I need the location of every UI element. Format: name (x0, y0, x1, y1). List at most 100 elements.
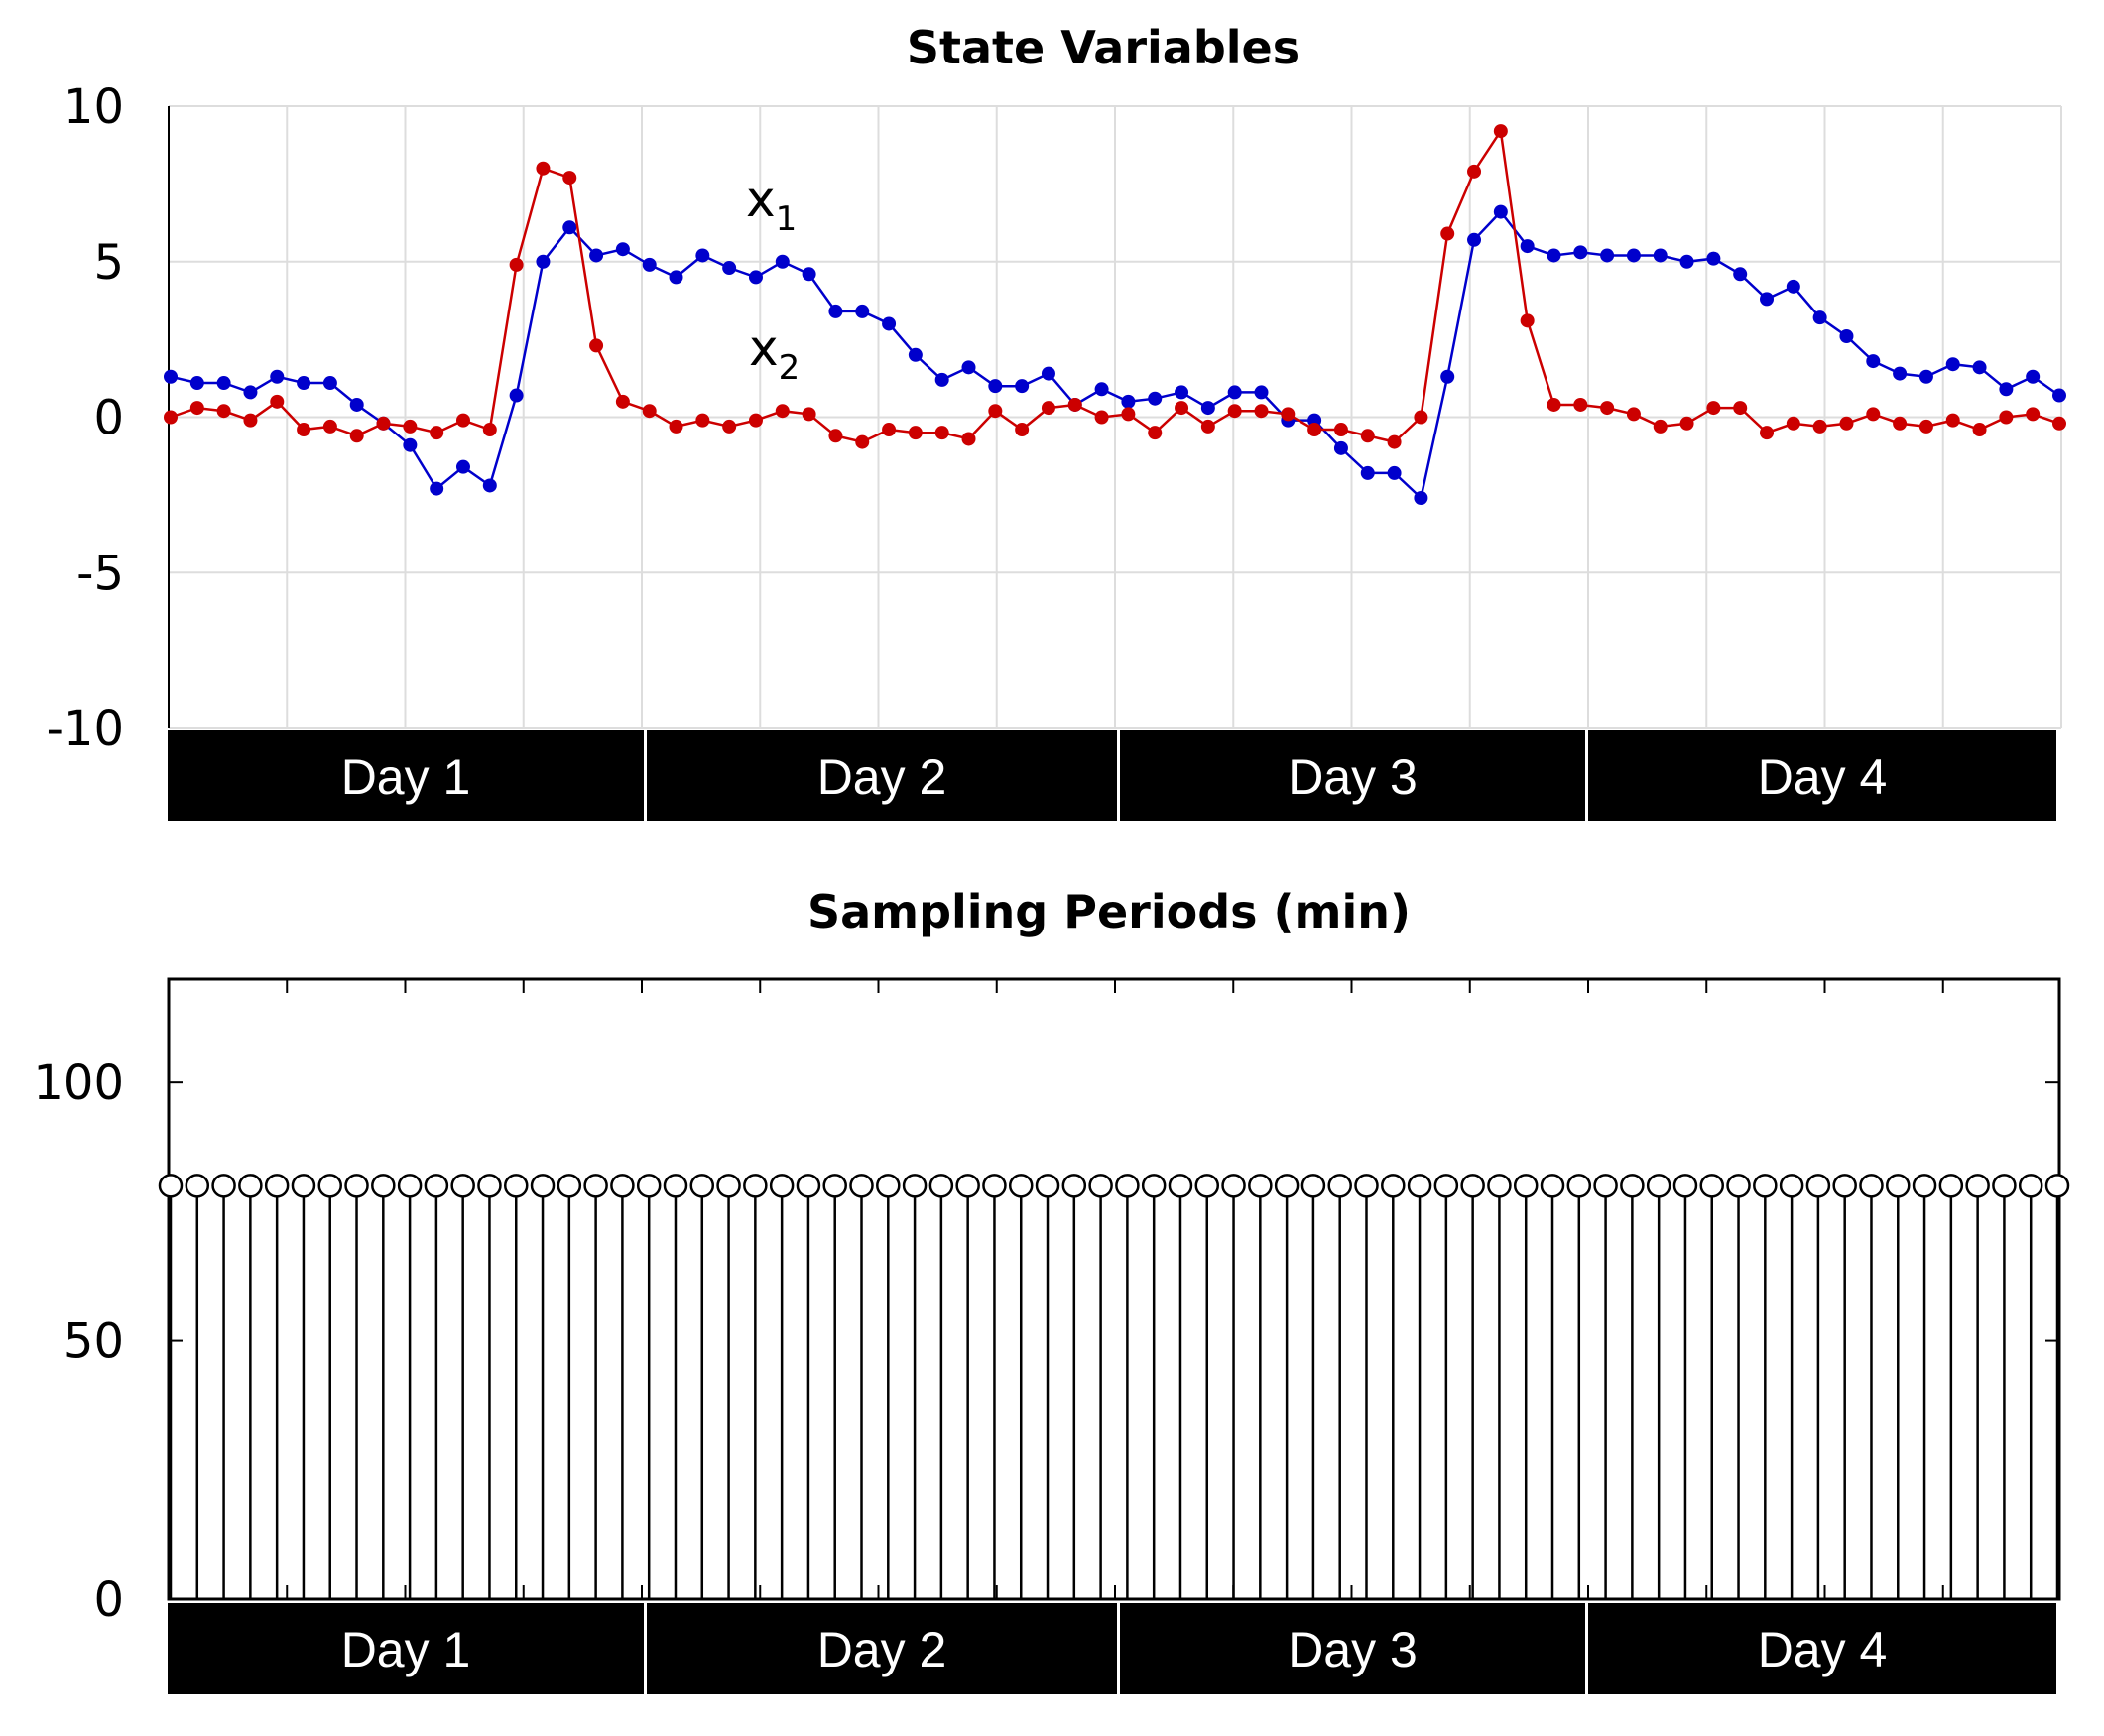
series-point-x2 (1760, 426, 1775, 440)
top-day-label: Day 4 (1758, 749, 1888, 805)
stem-marker (636, 1174, 662, 1198)
series-point-x2 (1067, 397, 1082, 412)
stem-marker (158, 1174, 184, 1198)
series-point-x1 (748, 270, 763, 285)
stem-marker (1726, 1174, 1751, 1198)
series-point-x2 (164, 410, 178, 425)
stem-marker (902, 1174, 928, 1198)
series-point-x2 (1812, 419, 1827, 434)
series-point-x2 (1041, 401, 1055, 416)
series-point-x1 (349, 397, 364, 412)
series-point-x1 (855, 304, 870, 318)
stem-marker (928, 1174, 954, 1198)
series-point-x2 (1786, 416, 1800, 431)
series-point-x2 (988, 404, 1003, 419)
series-point-x2 (216, 404, 231, 419)
stem-marker (2018, 1174, 2043, 1198)
series-point-x2 (455, 413, 470, 428)
series-point-x1 (482, 478, 497, 493)
series-point-x2 (934, 426, 949, 440)
stem-marker (1141, 1174, 1167, 1198)
series-point-x2 (1733, 401, 1748, 416)
series-point-x1 (828, 304, 843, 318)
bottom-plot-frame (167, 977, 2061, 1601)
series-point-x2 (1600, 401, 1615, 416)
series-point-x2 (1333, 423, 1348, 437)
series-point-x2 (775, 404, 790, 419)
series-point-x1 (722, 261, 737, 276)
series-point-x2 (1094, 410, 1109, 425)
series-point-x1 (775, 254, 790, 269)
series-point-x1 (988, 379, 1003, 394)
series-point-x2 (1999, 410, 2014, 425)
bottom-chart-title: Sampling Periods (min) (807, 885, 1411, 938)
series-point-x2 (509, 257, 524, 272)
series-point-x1 (1839, 328, 1854, 343)
series-point-x2 (642, 404, 657, 419)
series-point-x1 (1121, 394, 1136, 409)
stem-marker (1672, 1174, 1698, 1198)
stem-marker (1194, 1174, 1220, 1198)
stem-marker (211, 1174, 236, 1198)
series-point-x2 (1227, 404, 1242, 419)
series-point-x2 (1626, 407, 1641, 422)
bottom-stems-group (158, 1174, 2070, 1599)
series-point-x1 (1679, 254, 1694, 269)
series-point-x1 (1573, 245, 1588, 260)
stem-marker (876, 1174, 901, 1198)
bottom-day-bar: Day 1 Day 2 Day 3 Day 4 (168, 1603, 2056, 1694)
series-point-x2 (1679, 416, 1694, 431)
stem-marker (264, 1174, 290, 1198)
series-point-x1 (1600, 248, 1615, 263)
stem-marker (1487, 1174, 1512, 1198)
stem-marker (371, 1174, 396, 1198)
series-point-x2 (1467, 164, 1482, 179)
series-point-x2 (1121, 407, 1136, 422)
bottom-y-tick-labels: 100 50 0 (33, 1055, 124, 1628)
stem-marker (1912, 1174, 1937, 1198)
series-point-x2 (589, 338, 604, 353)
series-point-x1 (589, 248, 604, 263)
stem-marker (1699, 1174, 1724, 1198)
stem-marker (1859, 1174, 1884, 1198)
series-point-x1 (1387, 465, 1402, 480)
series-point-x2 (1706, 401, 1721, 416)
series-point-x2 (802, 407, 816, 422)
bottom-day-cell (168, 1603, 644, 1694)
top-y-tick-label: -5 (76, 546, 124, 601)
top-day-label: Day 2 (817, 749, 947, 805)
bottom-y-tick-label: 50 (63, 1314, 124, 1370)
series-point-x1 (1893, 366, 1908, 381)
stem-marker (1433, 1174, 1459, 1198)
stem-marker (982, 1174, 1007, 1198)
sampling-periods-panel: 100 50 0 Sampling Periods (min) Day 1 Day 2… (33, 885, 2070, 1694)
stem-marker (1327, 1174, 1352, 1198)
series-point-x2 (908, 426, 923, 440)
series-point-x1 (669, 270, 683, 285)
series-point-x1 (1227, 385, 1242, 400)
series-point-x1 (1945, 357, 1960, 372)
series-point-x1 (882, 316, 897, 331)
stem-marker (1832, 1174, 1857, 1198)
series-point-x2 (482, 423, 497, 437)
series-point-x2 (1281, 407, 1296, 422)
stem-marker (796, 1174, 821, 1198)
stem-marker (1992, 1174, 2017, 1198)
top-y-tick-label: 10 (63, 79, 124, 135)
series-point-x2 (1866, 407, 1881, 422)
series-point-x1 (1493, 204, 1508, 219)
bottom-day-label: Day 3 (1288, 1622, 1418, 1677)
series-point-x2 (189, 401, 204, 416)
series-point-x2 (403, 419, 418, 434)
series-point-x1 (1653, 248, 1668, 263)
bottom-day-label: Day 2 (817, 1622, 947, 1677)
top-y-tick-label: 5 (93, 235, 124, 291)
stem-marker (291, 1174, 316, 1198)
stem-marker (1088, 1174, 1113, 1198)
series-point-x1 (1200, 401, 1215, 416)
stem-marker (1381, 1174, 1406, 1198)
series-point-x2 (1254, 404, 1269, 419)
series-point-x1 (934, 372, 949, 387)
series-point-x2 (695, 413, 710, 428)
stem-marker (1779, 1174, 1804, 1198)
